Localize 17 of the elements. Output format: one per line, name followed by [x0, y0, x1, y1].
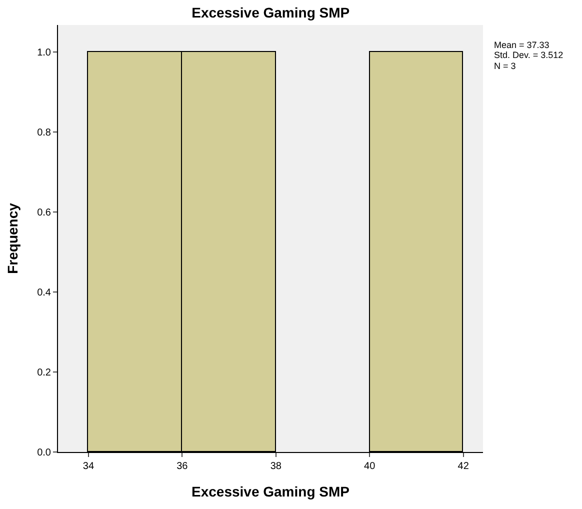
x-axis-title: Excessive Gaming SMP: [192, 483, 350, 500]
y-tick-label: 1.0: [37, 47, 52, 58]
y-tick-label: 0.0: [37, 448, 52, 458]
x-tick-label: 42: [458, 461, 470, 472]
text: Std. Dev. = 3.512: [494, 50, 564, 60]
y-tick-label: 0.2: [37, 367, 52, 378]
x-tick-label: 38: [270, 461, 282, 472]
y-tick-label: 0.6: [37, 207, 52, 218]
text: N = 3: [494, 61, 516, 71]
text: Mean = 37.33: [494, 40, 550, 50]
y-tick-label: 0.4: [37, 287, 52, 298]
x-tick-label: 40: [364, 461, 376, 472]
y-tick-label: 0.8: [37, 127, 52, 138]
x-tick-label: 34: [82, 461, 94, 472]
x-tick-label: 36: [176, 461, 188, 472]
y-axis-title: Frequency: [4, 202, 21, 274]
chart-title: Excessive Gaming SMP: [192, 4, 350, 20]
